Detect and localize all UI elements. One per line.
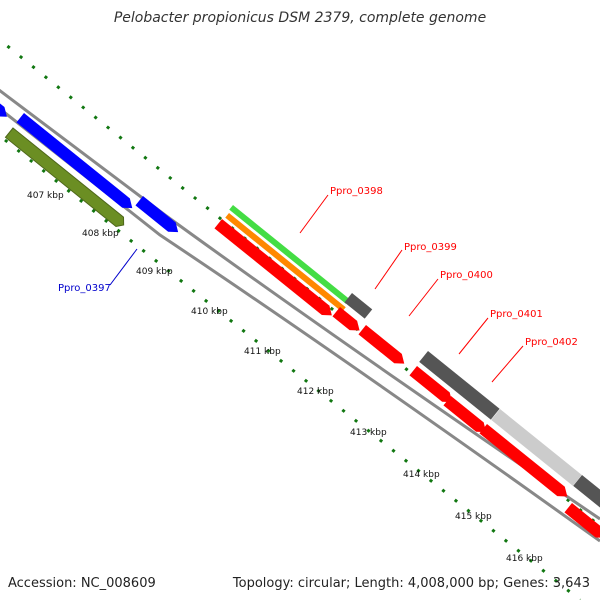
gene-ppro-0402-gray[interactable] [491, 409, 582, 486]
leader-ppro-0400 [408, 278, 439, 317]
gene-label-ppro-0401[interactable]: Ppro_0401 [490, 309, 543, 320]
map-title: Pelobacter propionicus DSM 2379, complet… [114, 10, 486, 26]
leader-ppro-0401 [458, 317, 489, 355]
tick-labels: 407 kbp 408 kbp 409 kbp 410 kbp 411 kbp … [27, 191, 543, 564]
genome-summary-text: Topology: circular; Length: 4,008,000 bp… [232, 576, 590, 591]
tick-label: 416 kbp [506, 554, 543, 564]
inner-dotted-line [4, 138, 581, 600]
tick-label: 407 kbp [27, 191, 64, 201]
gene-callouts: Ppro_0397 Ppro_0398 Ppro_0399 Ppro_0400 … [58, 186, 578, 383]
gene-green-track[interactable] [229, 205, 350, 304]
leader-ppro-0399 [374, 249, 403, 290]
gene-ppro-0401-gray[interactable] [419, 351, 500, 420]
gene-ppro-0400[interactable] [358, 325, 408, 368]
gene-ppro-0396[interactable] [16, 113, 136, 213]
tick-label: 408 kbp [82, 229, 119, 239]
tick-label: 411 kbp [244, 347, 281, 357]
tick-label: 409 kbp [136, 267, 173, 277]
red-genes-lower [409, 366, 600, 542]
tick-label: 415 kbp [455, 512, 492, 522]
tick-label: 413 kbp [350, 428, 387, 438]
gene-ppro-0398[interactable] [214, 219, 335, 320]
gene-ppro-0403-gray[interactable] [573, 475, 600, 512]
gene-ppro-0402[interactable] [443, 396, 489, 437]
tick-label: 414 kbp [403, 470, 440, 480]
gene-ppro-0401[interactable] [409, 366, 455, 407]
leader-ppro-0398 [299, 194, 329, 234]
gene-label-ppro-0399[interactable]: Ppro_0399 [404, 242, 457, 253]
leader-ppro-0402 [491, 345, 524, 383]
gene-ppro-0399[interactable] [332, 307, 363, 335]
gene-label-ppro-0398[interactable]: Ppro_0398 [330, 186, 383, 197]
gene-ppro-0398-group [214, 205, 350, 320]
leader-ppro-0397 [109, 248, 138, 286]
gene-label-ppro-0402[interactable]: Ppro_0402 [525, 337, 578, 348]
tick-label: 410 kbp [191, 307, 228, 317]
accession-text: Accession: NC_008609 [8, 576, 156, 591]
gene-orange-track[interactable] [225, 213, 346, 312]
gene-ppro-0403[interactable] [564, 503, 600, 542]
gene-label-ppro-0400[interactable]: Ppro_0400 [440, 270, 493, 281]
blue-genes [0, 97, 181, 237]
backbone-inner [0, 107, 600, 543]
gene-ppro-0397[interactable] [135, 196, 181, 237]
gene-olive[interactable] [4, 127, 127, 230]
gene-ppro-0402b[interactable] [479, 424, 571, 501]
gene-label-ppro-0397[interactable]: Ppro_0397 [58, 283, 111, 294]
gray-tracks [419, 351, 600, 512]
gene-ppro-0399-gray[interactable] [344, 293, 373, 319]
tick-label: 412 kbp [297, 387, 334, 397]
outer-dotted-line [0, 38, 600, 528]
gene-blue-edge[interactable] [0, 97, 11, 121]
dotted-guides [0, 38, 600, 600]
